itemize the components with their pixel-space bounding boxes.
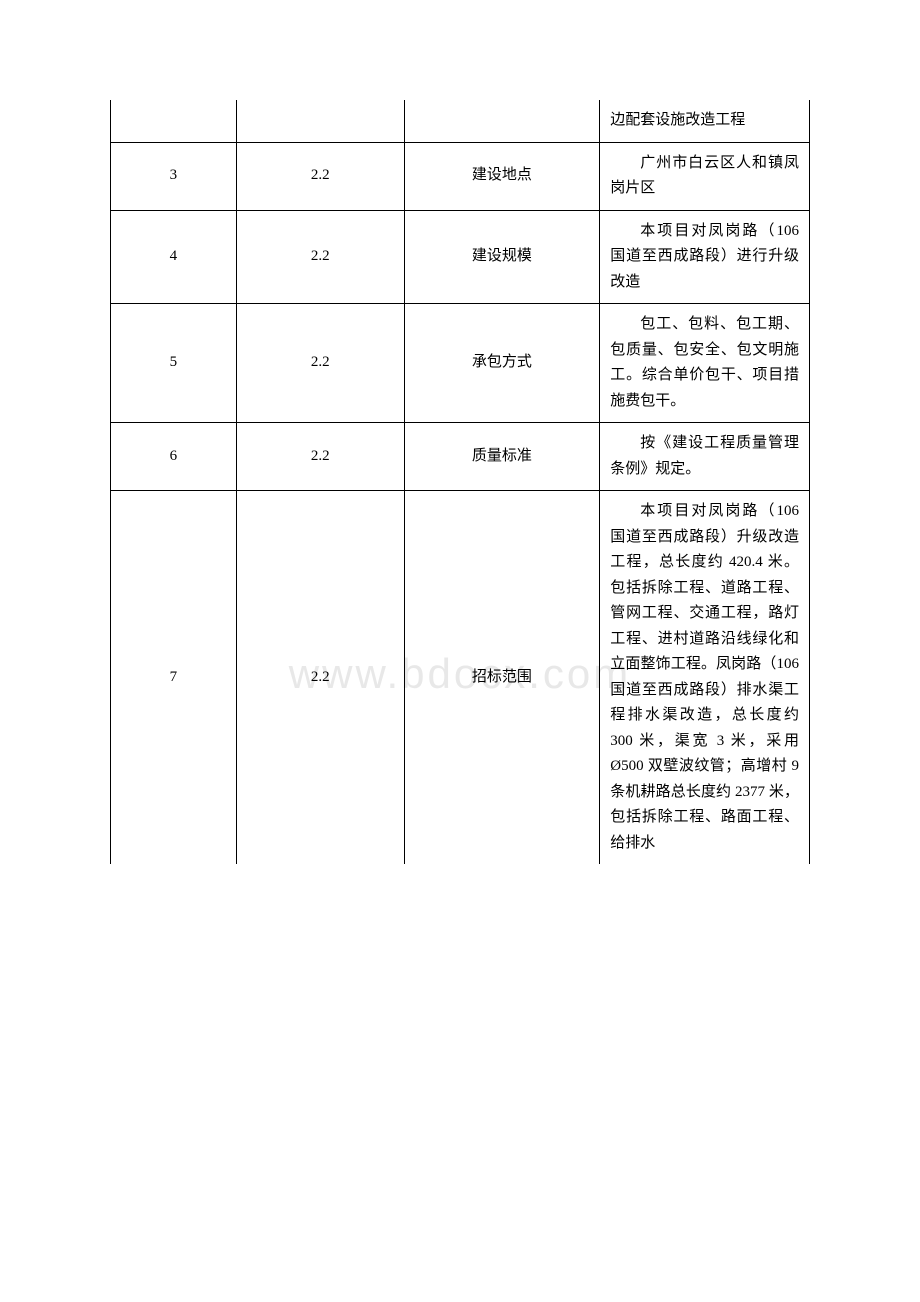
cell-ref: 2.2	[236, 423, 404, 491]
cell-ref: 2.2	[236, 210, 404, 304]
cell-label: 质量标准	[404, 423, 600, 491]
table-row: 5 2.2 承包方式 包工、包料、包工期、包质量、包安全、包文明施工。综合单价包…	[111, 304, 810, 423]
cell-label: 建设规模	[404, 210, 600, 304]
cell-ref	[236, 100, 404, 142]
cell-seq: 4	[111, 210, 237, 304]
cell-content: 边配套设施改造工程	[600, 100, 810, 142]
table-row: 边配套设施改造工程	[111, 100, 810, 142]
cell-label: 承包方式	[404, 304, 600, 423]
cell-seq: 7	[111, 491, 237, 865]
cell-content: 包工、包料、包工期、包质量、包安全、包文明施工。综合单价包干、项目措施费包干。	[600, 304, 810, 423]
cell-seq	[111, 100, 237, 142]
cell-seq: 3	[111, 142, 237, 210]
cell-content: 本项目对凤岗路（106 国道至西成路段）升级改造工程，总长度约 420.4 米。…	[600, 491, 810, 865]
cell-content: 广州市白云区人和镇凤岗片区	[600, 142, 810, 210]
table-row: 7 2.2 招标范围 本项目对凤岗路（106 国道至西成路段）升级改造工程，总长…	[111, 491, 810, 865]
table-row: 3 2.2 建设地点 广州市白云区人和镇凤岗片区	[111, 142, 810, 210]
cell-label	[404, 100, 600, 142]
cell-label: 建设地点	[404, 142, 600, 210]
data-table: 边配套设施改造工程 3 2.2 建设地点 广州市白云区人和镇凤岗片区 4 2.2…	[110, 100, 810, 864]
cell-label: 招标范围	[404, 491, 600, 865]
cell-seq: 6	[111, 423, 237, 491]
cell-ref: 2.2	[236, 142, 404, 210]
cell-content: 本项目对凤岗路（106 国道至西成路段）进行升级改造	[600, 210, 810, 304]
cell-ref: 2.2	[236, 304, 404, 423]
cell-ref: 2.2	[236, 491, 404, 865]
cell-content: 按《建设工程质量管理条例》规定。	[600, 423, 810, 491]
cell-seq: 5	[111, 304, 237, 423]
table-row: 6 2.2 质量标准 按《建设工程质量管理条例》规定。	[111, 423, 810, 491]
page-content: 边配套设施改造工程 3 2.2 建设地点 广州市白云区人和镇凤岗片区 4 2.2…	[110, 100, 810, 864]
table-row: 4 2.2 建设规模 本项目对凤岗路（106 国道至西成路段）进行升级改造	[111, 210, 810, 304]
